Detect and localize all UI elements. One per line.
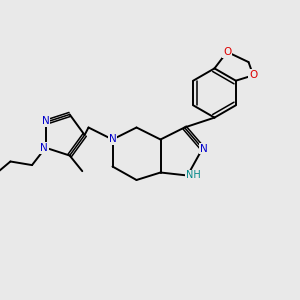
Text: N: N: [109, 134, 116, 145]
Text: N: N: [200, 143, 208, 154]
Text: N: N: [42, 116, 50, 126]
Text: NH: NH: [185, 170, 200, 181]
Text: N: N: [40, 143, 48, 153]
Text: O: O: [223, 47, 231, 57]
Text: O: O: [249, 70, 257, 80]
